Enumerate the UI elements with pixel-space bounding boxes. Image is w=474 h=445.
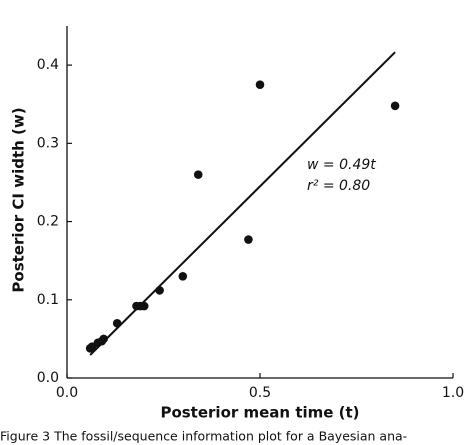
y-tick-label: 0.4 xyxy=(37,57,59,73)
point xyxy=(99,334,108,344)
point xyxy=(193,170,203,179)
point xyxy=(155,286,164,295)
y-tick-label: 0.3 xyxy=(37,135,59,151)
y-axis-label: Posterior CI width (w) xyxy=(10,107,28,292)
point xyxy=(178,272,188,281)
caption: Figure 3 The fossil/sequence information… xyxy=(0,429,407,444)
annotation: r² = 0.80 xyxy=(307,178,370,194)
x-axis-label: Posterior mean time (t) xyxy=(160,404,359,422)
point xyxy=(112,318,122,328)
point xyxy=(255,80,265,89)
point xyxy=(244,235,253,244)
annotation: w = 0.49t xyxy=(307,157,376,173)
y-tick-label: 0.1 xyxy=(37,292,59,308)
point xyxy=(390,101,400,111)
y-tick-label: 0.0 xyxy=(37,370,59,386)
x-tick-label: 1.0 xyxy=(442,385,464,401)
y-tick-label: 0.2 xyxy=(37,214,59,230)
x-tick-label: 0.0 xyxy=(56,385,78,401)
x-tick-label: 0.5 xyxy=(249,385,271,401)
point xyxy=(139,301,149,311)
